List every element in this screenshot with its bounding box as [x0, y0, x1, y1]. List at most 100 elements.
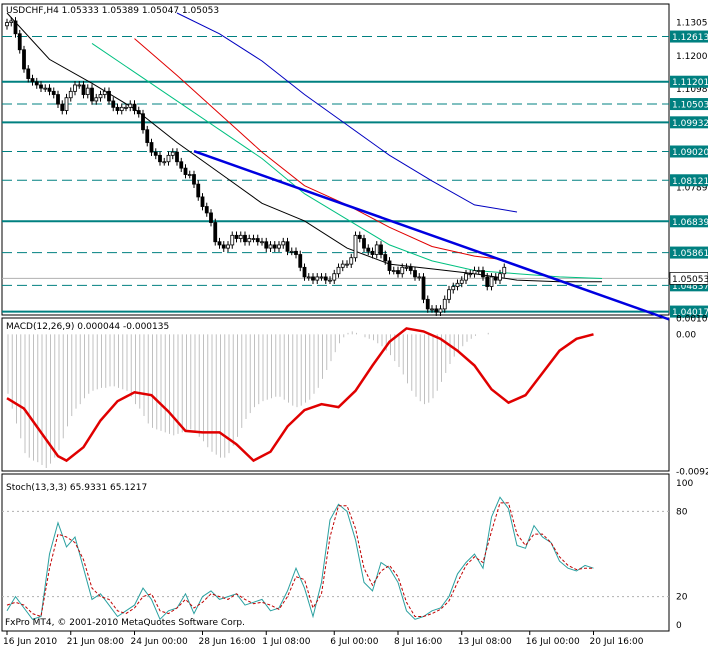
candle-body-26 — [115, 106, 120, 111]
level-tag-7 — [670, 246, 708, 259]
stoch-line-1 — [6, 502, 594, 618]
candle-body-4 — [22, 49, 26, 70]
level-tag-3 — [670, 116, 708, 129]
level-tag-label-7: 1.05861 — [672, 249, 708, 259]
candle-body-96 — [413, 270, 417, 278]
price-axis: 1.130501.120001.109801.078901.039101.126… — [669, 19, 708, 321]
macd-axis-tick-1: 0.00 — [676, 330, 696, 340]
candle-body-32 — [141, 113, 145, 131]
moving-average-3 — [176, 12, 518, 213]
macd-panel-header: MACD(12,26,9) 0.000044 -0.000135 — [6, 322, 169, 332]
candle-body-76 — [328, 279, 332, 282]
trendline-group[interactable] — [193, 150, 670, 321]
candle-body-73 — [315, 276, 320, 281]
candle-body-30 — [132, 103, 137, 111]
candle-body-83 — [357, 234, 362, 239]
candle-body-18 — [81, 84, 86, 95]
candle-body-108 — [464, 273, 468, 281]
candle-body-60 — [260, 241, 264, 244]
candle-body-94 — [404, 266, 409, 269]
candle-body-41 — [179, 161, 184, 169]
candle-body-1 — [9, 20, 14, 23]
candle-body-46 — [200, 196, 205, 207]
level-tag-1 — [670, 75, 708, 88]
candle-body-101 — [434, 308, 439, 313]
candle-body-57 — [247, 238, 252, 243]
level-tag-4 — [670, 145, 708, 158]
candle-body-48 — [209, 212, 213, 223]
current-price-label: 1.05053 — [672, 275, 708, 285]
candle-body-55 — [238, 234, 243, 239]
candle-body-82 — [353, 234, 358, 259]
candle-body-78 — [336, 266, 341, 275]
time-axis: 16 Jun 2010 21 Jun 08:00 24 Jun 00:00 28 Ju… — [3, 631, 644, 647]
candle-body-86 — [370, 250, 375, 255]
candle-body-10 — [47, 87, 52, 92]
candle-body-90 — [387, 260, 392, 271]
candle-body-67 — [289, 250, 294, 253]
candle-body-71 — [306, 276, 311, 279]
macd-signal-line — [6, 327, 594, 463]
candle-body-27 — [119, 106, 124, 111]
price-axis-tick-0: 1.13050 — [676, 19, 708, 29]
candle-body-102 — [438, 308, 443, 313]
candle-body-37 — [162, 161, 167, 164]
candle-body-42 — [183, 167, 188, 175]
candle-body-35 — [153, 151, 158, 156]
candle-body-91 — [391, 270, 396, 272]
candle-body-51 — [221, 244, 226, 249]
footer-copyright: FxPro MT4, © 2001-2010 MetaQuotes Softwa… — [5, 618, 245, 628]
candle-body-113 — [485, 276, 490, 287]
candle-body-88 — [379, 244, 383, 255]
candle-body-107 — [459, 279, 464, 284]
candle-body-47 — [204, 206, 209, 214]
candle-body-12 — [56, 94, 60, 105]
time-axis-label-1: 21 Jun 08:00 — [67, 637, 124, 647]
candle-body-75 — [323, 276, 328, 281]
candle-body-104 — [447, 289, 451, 300]
candle-body-17 — [77, 84, 82, 87]
level-tag-5 — [670, 174, 708, 187]
moving-average-2 — [134, 38, 501, 260]
candle-body-111 — [476, 270, 481, 272]
candle-body-29 — [128, 103, 133, 108]
level-tag-label-3: 1.09932 — [672, 119, 708, 129]
candle-body-44 — [192, 174, 196, 185]
level-tag-label-0: 1.12613 — [672, 33, 708, 43]
level-tag-6 — [670, 215, 708, 228]
candle-body-16 — [73, 84, 77, 92]
candle-body-38 — [166, 154, 171, 163]
candle-body-114 — [489, 276, 494, 287]
candle-body-53 — [230, 234, 235, 246]
candle-body-87 — [374, 244, 379, 255]
candle-body-62 — [268, 244, 273, 249]
level-tag-label-5: 1.08121 — [672, 177, 708, 187]
candle-body-93 — [400, 266, 405, 275]
stoch-axis-tick-3: 0 — [676, 621, 682, 631]
candle-body-98 — [421, 276, 426, 300]
stoch-panel-header: Stoch(13,3,3) 65.9331 65.1217 — [6, 483, 147, 493]
price-axis-tick-1: 1.12000 — [676, 52, 708, 62]
stoch-panel-frame — [1, 473, 670, 632]
stoch-axis-tick-1: 80 — [676, 507, 688, 517]
candle-body-50 — [217, 241, 222, 246]
candle-body-24 — [107, 90, 111, 102]
price-axis-tick-2: 1.10980 — [676, 85, 708, 95]
candle-body-106 — [455, 282, 460, 287]
candle-body-49 — [213, 222, 218, 243]
candle-body-28 — [124, 106, 128, 109]
time-axis-label-4: 1 Jul 08:00 — [262, 637, 311, 647]
candle-body-85 — [366, 247, 371, 252]
candle-body-36 — [158, 154, 162, 163]
horizontal-levels — [2, 36, 669, 313]
stoch-axis-tick-2: 20 — [676, 593, 688, 603]
level-tag-0 — [670, 30, 708, 43]
candle-body-22 — [98, 94, 103, 99]
candle-body-92 — [396, 270, 400, 275]
candle-body-117 — [502, 266, 507, 275]
candle-body-74 — [319, 276, 324, 279]
candle-body-52 — [226, 244, 230, 249]
time-axis-label-0: 16 Jun 2010 — [3, 637, 57, 647]
candle-body-58 — [251, 238, 256, 240]
